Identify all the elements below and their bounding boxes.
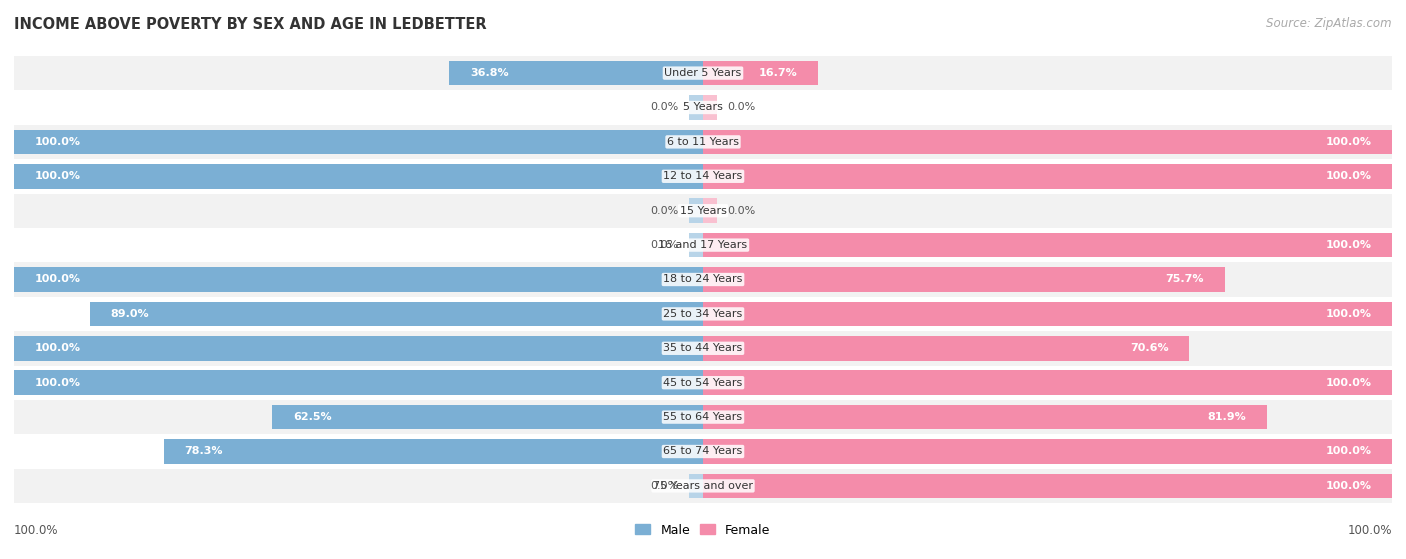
Bar — [14, 336, 703, 361]
Bar — [14, 366, 1392, 400]
Bar — [703, 405, 1267, 429]
Text: 18 to 24 Years: 18 to 24 Years — [664, 274, 742, 285]
Bar — [703, 336, 1189, 361]
Text: 45 to 54 Years: 45 to 54 Years — [664, 378, 742, 388]
Text: 100.0%: 100.0% — [35, 343, 80, 353]
Bar — [14, 164, 703, 189]
Text: Under 5 Years: Under 5 Years — [665, 68, 741, 78]
Bar — [90, 301, 703, 326]
Text: 62.5%: 62.5% — [292, 412, 332, 422]
Text: 0.0%: 0.0% — [727, 102, 755, 112]
Bar — [14, 434, 1392, 468]
Legend: Male, Female: Male, Female — [630, 519, 776, 542]
Text: 0.0%: 0.0% — [727, 206, 755, 216]
Text: 75.7%: 75.7% — [1166, 274, 1204, 285]
Bar — [14, 297, 1392, 331]
Bar — [689, 473, 703, 498]
Text: 0.0%: 0.0% — [651, 102, 679, 112]
Text: 100.0%: 100.0% — [1326, 137, 1371, 147]
Text: 16 and 17 Years: 16 and 17 Years — [658, 240, 748, 250]
Text: 36.8%: 36.8% — [470, 68, 509, 78]
Bar — [703, 61, 818, 86]
Text: 100.0%: 100.0% — [14, 524, 59, 537]
Text: 55 to 64 Years: 55 to 64 Years — [664, 412, 742, 422]
Text: 100.0%: 100.0% — [1326, 171, 1371, 181]
Text: 0.0%: 0.0% — [651, 240, 679, 250]
Text: 100.0%: 100.0% — [35, 378, 80, 388]
Text: 100.0%: 100.0% — [35, 274, 80, 285]
Bar — [14, 331, 1392, 366]
Bar — [14, 228, 1392, 262]
Text: 12 to 14 Years: 12 to 14 Years — [664, 171, 742, 181]
Text: INCOME ABOVE POVERTY BY SEX AND AGE IN LEDBETTER: INCOME ABOVE POVERTY BY SEX AND AGE IN L… — [14, 17, 486, 32]
Bar — [689, 233, 703, 258]
Bar — [273, 405, 703, 429]
Bar — [14, 130, 703, 154]
Bar — [689, 198, 703, 223]
Bar — [450, 61, 703, 86]
Bar — [689, 95, 703, 120]
Bar — [703, 439, 1392, 464]
Text: 81.9%: 81.9% — [1208, 412, 1247, 422]
Bar — [703, 301, 1392, 326]
Text: 100.0%: 100.0% — [1326, 447, 1371, 457]
Bar — [703, 164, 1392, 189]
Bar — [703, 473, 1392, 498]
Bar — [703, 370, 1392, 395]
Bar — [14, 125, 1392, 159]
Text: 75 Years and over: 75 Years and over — [652, 481, 754, 491]
Text: 70.6%: 70.6% — [1130, 343, 1168, 353]
Text: 100.0%: 100.0% — [35, 171, 80, 181]
Text: 100.0%: 100.0% — [1326, 378, 1371, 388]
Bar — [14, 193, 1392, 228]
Text: 0.0%: 0.0% — [651, 206, 679, 216]
Bar — [14, 267, 703, 292]
Text: 0.0%: 0.0% — [651, 481, 679, 491]
Bar — [14, 370, 703, 395]
Text: 100.0%: 100.0% — [1326, 481, 1371, 491]
Bar — [14, 56, 1392, 91]
Text: 35 to 44 Years: 35 to 44 Years — [664, 343, 742, 353]
Bar — [703, 130, 1392, 154]
Bar — [14, 400, 1392, 434]
Text: 100.0%: 100.0% — [35, 137, 80, 147]
Text: 78.3%: 78.3% — [184, 447, 222, 457]
Bar — [703, 198, 717, 223]
Text: 25 to 34 Years: 25 to 34 Years — [664, 309, 742, 319]
Bar — [703, 95, 717, 120]
Text: Source: ZipAtlas.com: Source: ZipAtlas.com — [1267, 17, 1392, 30]
Text: 100.0%: 100.0% — [1347, 524, 1392, 537]
Text: 65 to 74 Years: 65 to 74 Years — [664, 447, 742, 457]
Bar — [14, 91, 1392, 125]
Bar — [14, 468, 1392, 503]
Text: 100.0%: 100.0% — [1326, 309, 1371, 319]
Text: 100.0%: 100.0% — [1326, 240, 1371, 250]
Text: 15 Years: 15 Years — [679, 206, 727, 216]
Text: 5 Years: 5 Years — [683, 102, 723, 112]
Text: 89.0%: 89.0% — [111, 309, 149, 319]
Bar — [703, 267, 1225, 292]
Text: 16.7%: 16.7% — [759, 68, 797, 78]
Text: 6 to 11 Years: 6 to 11 Years — [666, 137, 740, 147]
Bar — [163, 439, 703, 464]
Bar — [14, 262, 1392, 297]
Bar — [14, 159, 1392, 193]
Bar — [703, 233, 1392, 258]
